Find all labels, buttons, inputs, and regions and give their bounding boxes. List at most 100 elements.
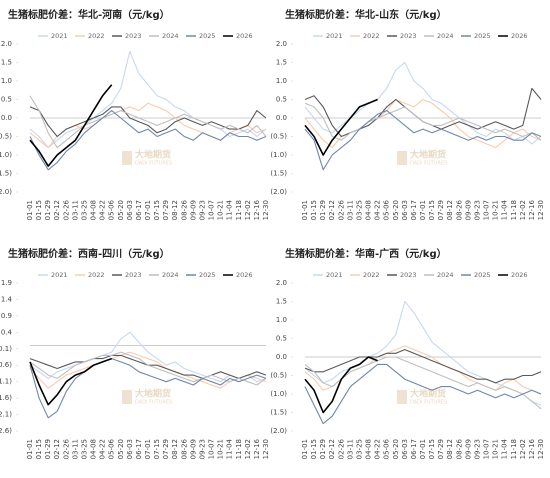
x-tick-label: 03-11 bbox=[346, 439, 354, 459]
series-line bbox=[29, 84, 113, 167]
x-tick-label: 11-04 bbox=[501, 199, 509, 220]
x-tick-label: 08-12 bbox=[171, 200, 179, 220]
legend-label: 2026 bbox=[236, 32, 253, 40]
x-tick-label: 03-25 bbox=[81, 200, 89, 220]
y-tick-label: 1.5 bbox=[1, 59, 12, 67]
watermark: DADI FUTURES bbox=[135, 400, 172, 406]
x-tick-label: 08-26 bbox=[455, 438, 463, 459]
x-tick-label: 06-17 bbox=[410, 200, 418, 220]
x-tick-label: 03-25 bbox=[356, 439, 364, 459]
x-tick-label: 11-18 bbox=[510, 200, 518, 220]
y-tick-label: (0.6) bbox=[0, 361, 12, 369]
x-tick-label: 12-16 bbox=[528, 199, 536, 220]
y-tick-label: 0.9 bbox=[1, 312, 12, 320]
legend-label: 2026 bbox=[236, 271, 253, 279]
chart-panel: 生猪标肥价差：西南-四川（元/kg） 2021 2022 2023 2024 2025 20… bbox=[0, 247, 270, 459]
x-tick-label: 07-15 bbox=[153, 200, 161, 220]
series-line bbox=[304, 110, 542, 171]
x-tick-label: 04-08 bbox=[90, 439, 98, 459]
legend-label: 2021 bbox=[51, 271, 68, 279]
x-tick-label: 10-21 bbox=[492, 439, 500, 459]
chart-panel: 生猪标肥价差：华北-山东（元/kg） 2021 2022 2023 2024 2025 20… bbox=[270, 8, 545, 220]
x-tick-label: 01-01 bbox=[301, 439, 309, 459]
x-tick-label: 02-12 bbox=[53, 200, 61, 220]
x-tick-label: 12-30 bbox=[537, 200, 545, 220]
watermark-logo bbox=[397, 151, 407, 165]
x-tick-label: 12-02 bbox=[244, 200, 252, 220]
x-tick-label: 05-06 bbox=[383, 438, 391, 459]
legend-label: 2023 bbox=[125, 271, 142, 279]
series-line bbox=[29, 106, 267, 138]
x-tick-label: 09-23 bbox=[474, 439, 482, 459]
series-line bbox=[304, 61, 542, 145]
x-tick-label: 01-01 bbox=[26, 439, 34, 459]
series-line bbox=[29, 50, 267, 149]
x-tick-label: 11-04 bbox=[226, 199, 234, 220]
y-tick-label: 1.4 bbox=[1, 295, 13, 303]
y-tick-label: 0.5 bbox=[1, 96, 12, 104]
x-tick-label: 01-01 bbox=[301, 200, 309, 220]
x-tick-label: 05-20 bbox=[392, 439, 400, 459]
x-tick-label: 07-01 bbox=[419, 439, 427, 459]
legend-label: 2021 bbox=[51, 32, 68, 40]
y-tick-label: (1.0) bbox=[270, 151, 287, 159]
x-tick-label: 11-04 bbox=[226, 438, 234, 459]
x-tick-label: 08-26 bbox=[180, 199, 188, 220]
x-tick-label: 11-18 bbox=[510, 439, 518, 459]
y-tick-label: 0.0 bbox=[276, 353, 287, 361]
x-tick-label: 08-12 bbox=[171, 439, 179, 459]
x-tick-label: 12-30 bbox=[262, 200, 270, 220]
legend-label: 2024 bbox=[437, 32, 454, 40]
legend-label: 2024 bbox=[162, 271, 179, 279]
legend-label: 2025 bbox=[474, 271, 491, 279]
watermark: 大地期货 bbox=[135, 149, 171, 161]
x-tick-label: 06-17 bbox=[135, 439, 143, 459]
y-tick-label: (2.0) bbox=[270, 427, 287, 435]
x-tick-label: 01-15 bbox=[310, 200, 318, 220]
y-tick-label: (1.5) bbox=[270, 170, 287, 178]
y-tick-label: 1.0 bbox=[276, 316, 287, 324]
y-tick-label: 0.4 bbox=[1, 328, 13, 336]
y-tick-label: (1.0) bbox=[270, 390, 287, 398]
series-line bbox=[304, 356, 378, 414]
x-tick-label: 12-16 bbox=[253, 199, 261, 220]
x-tick-label: 10-07 bbox=[208, 439, 216, 459]
x-tick-label: 09-23 bbox=[199, 200, 207, 220]
y-tick-label: (0.5) bbox=[0, 133, 12, 141]
legend-label: 2025 bbox=[474, 32, 491, 40]
x-tick-label: 08-12 bbox=[446, 200, 454, 220]
y-tick-label: (2.0) bbox=[270, 188, 287, 196]
x-tick-label: 01-29 bbox=[44, 439, 52, 459]
x-tick-label: 07-01 bbox=[144, 200, 152, 220]
x-tick-label: 06-17 bbox=[410, 439, 418, 459]
x-tick-label: 12-16 bbox=[253, 438, 261, 459]
watermark: DADI FUTURES bbox=[410, 400, 447, 406]
x-tick-label: 07-29 bbox=[162, 439, 170, 459]
chart-title: 生猪标肥价差：华北-山东（元/kg） bbox=[285, 8, 447, 21]
y-tick-label: 0.5 bbox=[276, 335, 287, 343]
chart-panel: 生猪标肥价差：华北-河南（元/kg） 2021 2022 2023 2024 2025 20… bbox=[0, 8, 270, 220]
watermark: 大地期货 bbox=[410, 388, 446, 400]
x-tick-label: 02-26 bbox=[337, 199, 345, 220]
x-tick-label: 07-15 bbox=[153, 439, 161, 459]
y-tick-label: 2.0 bbox=[276, 40, 287, 48]
x-tick-label: 06-03 bbox=[401, 439, 409, 459]
y-tick-label: 0.0 bbox=[276, 114, 287, 122]
x-tick-label: 12-02 bbox=[519, 439, 527, 459]
x-tick-label: 02-12 bbox=[53, 439, 61, 459]
x-tick-label: 07-15 bbox=[428, 439, 436, 459]
x-tick-label: 07-29 bbox=[437, 200, 445, 220]
x-tick-label: 08-26 bbox=[455, 199, 463, 220]
x-tick-label: 04-22 bbox=[99, 200, 107, 220]
legend-label: 2022 bbox=[88, 32, 105, 40]
y-tick-label: (1.1) bbox=[0, 378, 12, 386]
series-line bbox=[29, 357, 112, 406]
y-tick-label: (0.5) bbox=[270, 372, 287, 380]
x-tick-label: 07-29 bbox=[162, 200, 170, 220]
x-tick-label: 01-29 bbox=[44, 200, 52, 220]
x-tick-label: 03-11 bbox=[71, 439, 79, 459]
x-tick-label: 04-08 bbox=[365, 200, 373, 220]
legend-label: 2022 bbox=[363, 32, 380, 40]
y-tick-label: 1.0 bbox=[1, 77, 12, 85]
